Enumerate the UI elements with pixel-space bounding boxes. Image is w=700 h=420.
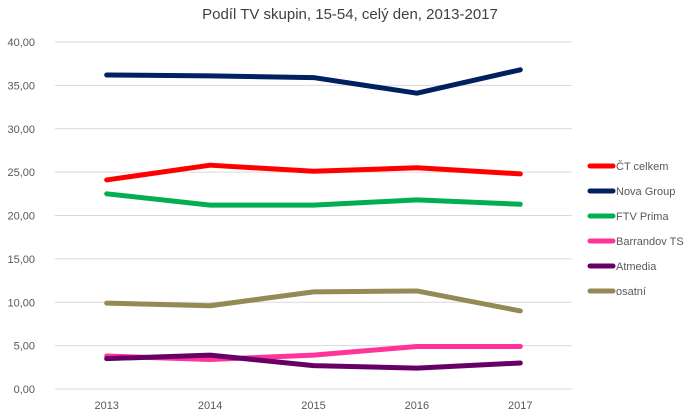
y-tick-label: 20,00 xyxy=(7,211,35,223)
x-tick-label: 2013 xyxy=(94,400,118,412)
y-tick-label: 35,00 xyxy=(7,80,35,92)
y-tick-label: 25,00 xyxy=(7,167,35,179)
legend-label: FTV Prima xyxy=(616,211,669,223)
chart-title: Podíl TV skupin, 15-54, celý den, 2013-2… xyxy=(202,6,498,23)
x-tick-label: 2014 xyxy=(198,400,222,412)
y-tick-label: 15,00 xyxy=(7,254,35,266)
y-tick-label: 30,00 xyxy=(7,124,35,136)
legend-label: ČT celkem xyxy=(616,160,668,173)
y-tick-label: 5,00 xyxy=(14,341,35,353)
y-tick-label: 10,00 xyxy=(7,297,35,309)
legend-label: Atmedia xyxy=(616,261,657,273)
legend-label: osatní xyxy=(616,286,646,298)
y-tick-label: 0,00 xyxy=(14,384,35,396)
series-line-2 xyxy=(104,191,523,208)
legend-label: Nova Group xyxy=(616,186,675,198)
x-tick-label: 2015 xyxy=(301,400,325,412)
series-line-1 xyxy=(104,67,523,96)
series-line-0 xyxy=(104,162,523,183)
x-tick-label: 2016 xyxy=(405,400,429,412)
y-tick-label: 40,00 xyxy=(7,37,35,49)
series-line-5 xyxy=(104,288,523,314)
legend-label: Barrandov TS xyxy=(616,236,684,248)
x-tick-label: 2017 xyxy=(508,400,532,412)
